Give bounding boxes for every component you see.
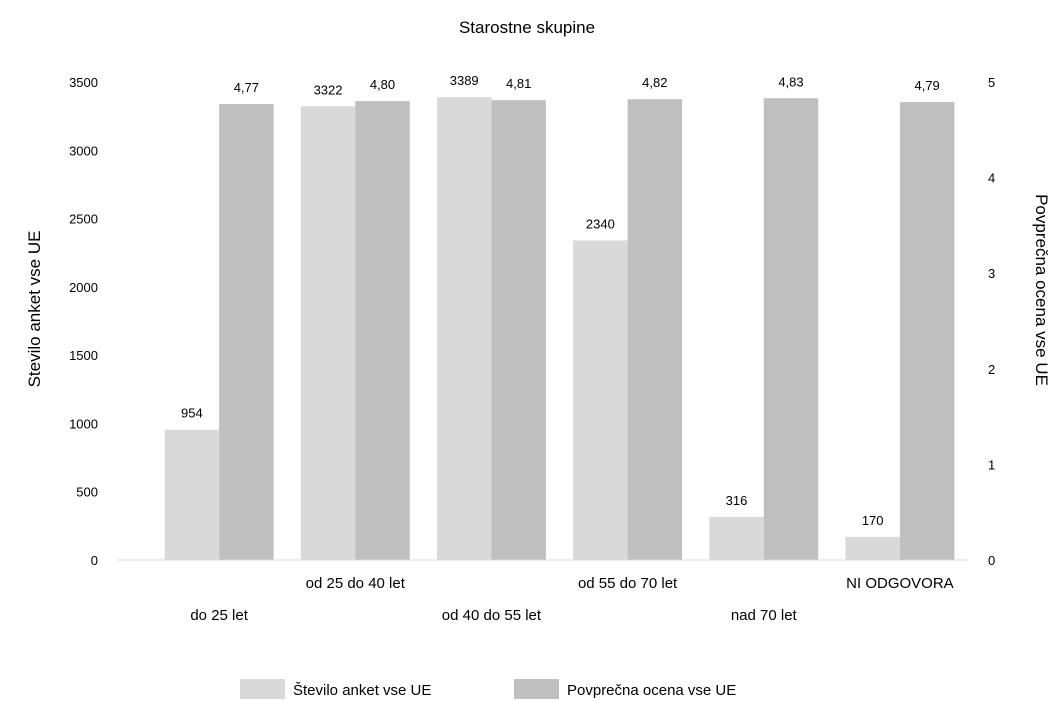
legend-label-count: Število anket vse UE bbox=[293, 682, 431, 699]
y-tick-right-label: 1 bbox=[988, 457, 995, 472]
data-label-count: 3322 bbox=[314, 82, 343, 97]
data-label-count: 2340 bbox=[586, 216, 615, 231]
bar-count bbox=[573, 240, 627, 560]
data-label-count: 170 bbox=[862, 513, 884, 528]
y-tick-right-label: 2 bbox=[988, 362, 995, 377]
data-label-rating: 4,79 bbox=[914, 78, 939, 93]
data-label-count: 954 bbox=[181, 406, 203, 421]
x-category-label: nad 70 let bbox=[731, 607, 798, 624]
legend: Število anket vse UE Povprečna ocena vse… bbox=[240, 679, 736, 699]
bar-rating bbox=[219, 104, 273, 560]
chart-title: Starostne skupine bbox=[459, 18, 595, 37]
data-label-rating: 4,83 bbox=[778, 74, 803, 89]
y-tick-right-label: 0 bbox=[988, 553, 995, 568]
data-label-rating: 4,82 bbox=[642, 75, 667, 90]
legend-label-rating: Povprečna ocena vse UE bbox=[567, 682, 736, 699]
legend-swatch-count bbox=[240, 679, 285, 699]
y-tick-right-label: 4 bbox=[988, 171, 995, 186]
y-tick-left-label: 1500 bbox=[69, 348, 98, 363]
bar-count bbox=[301, 106, 355, 560]
x-category-label: od 55 do 70 let bbox=[578, 575, 678, 592]
y-tick-left-label: 3500 bbox=[69, 75, 98, 90]
y-tick-right-label: 3 bbox=[988, 266, 995, 281]
y-tick-left-label: 3000 bbox=[69, 143, 98, 158]
y-tick-left-label: 2500 bbox=[69, 212, 98, 227]
data-label-count: 3389 bbox=[450, 73, 479, 88]
bar-count bbox=[437, 97, 491, 560]
x-category-label: od 25 do 40 let bbox=[306, 575, 406, 592]
bar-rating bbox=[900, 102, 954, 560]
y-tick-left-label: 500 bbox=[76, 485, 98, 500]
bar-rating bbox=[628, 99, 682, 560]
bar-count bbox=[709, 517, 763, 560]
bars bbox=[165, 97, 955, 560]
y-tick-left-label: 0 bbox=[91, 553, 98, 568]
bar-rating bbox=[491, 100, 545, 560]
data-label-rating: 4,77 bbox=[234, 80, 259, 95]
x-axis-categories: do 25 let od 25 do 40 let od 40 do 55 let o… bbox=[190, 575, 953, 624]
y-axis-left-title: Stevilo anket vse UE bbox=[25, 231, 44, 388]
y-tick-right-label: 5 bbox=[988, 75, 995, 90]
bar-count bbox=[165, 430, 219, 560]
y-axis-right-title: Povprečna ocena vse UE bbox=[1032, 194, 1051, 386]
y-tick-left-label: 1000 bbox=[69, 416, 98, 431]
bar-count bbox=[845, 537, 899, 560]
data-label-count: 316 bbox=[726, 493, 748, 508]
x-category-label: do 25 let bbox=[190, 607, 248, 624]
y-tick-left-label: 2000 bbox=[69, 280, 98, 295]
y-axis-left-ticks: 0 500 1000 1500 2000 2500 3000 3500 bbox=[69, 75, 98, 568]
data-label-rating: 4,80 bbox=[370, 77, 395, 92]
bar-rating bbox=[764, 98, 818, 560]
y-axis-right-ticks: 0 1 2 3 4 5 bbox=[988, 75, 995, 568]
legend-swatch-rating bbox=[514, 679, 559, 699]
x-category-label: NI ODGOVORA bbox=[846, 575, 954, 592]
bar-rating bbox=[355, 101, 409, 560]
data-labels: 954 4,77 3322 4,80 3389 4,81 2340 4,82 316 4,83 17… bbox=[181, 73, 940, 528]
x-category-label: od 40 do 55 let bbox=[442, 607, 542, 624]
data-label-rating: 4,81 bbox=[506, 76, 531, 91]
